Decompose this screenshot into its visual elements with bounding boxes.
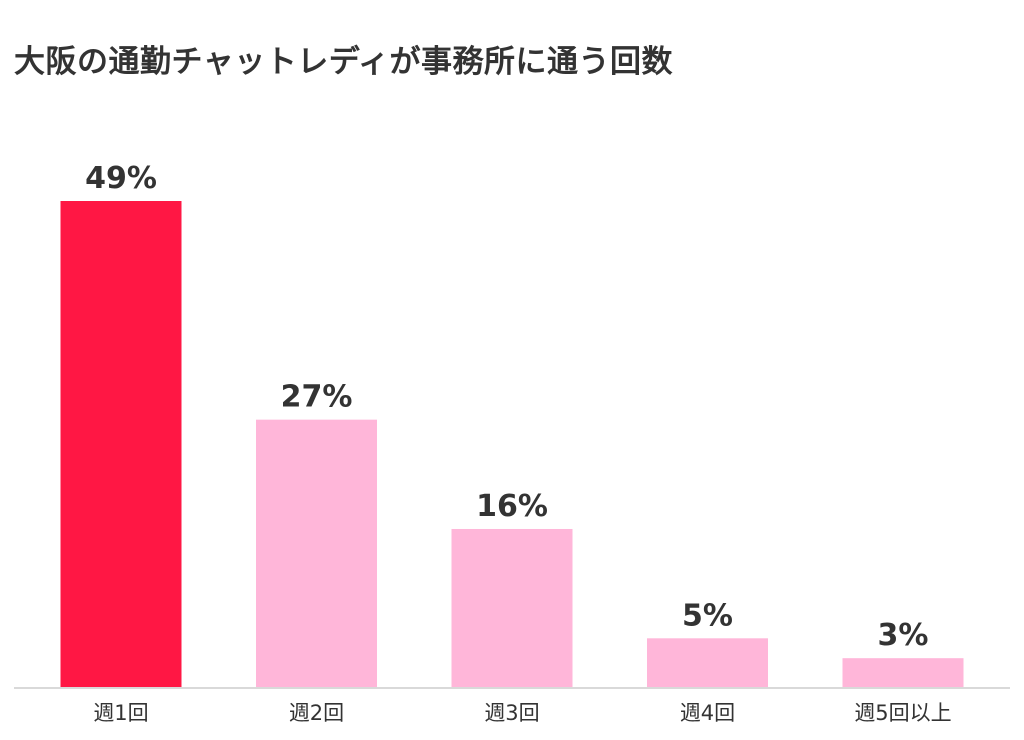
bar-3 <box>451 528 573 688</box>
bar-1 <box>60 201 182 688</box>
chart-title: 大阪の通勤チャットレディが事務所に通う回数 <box>14 44 674 80</box>
bar-2 <box>256 419 377 688</box>
bar-4 <box>647 638 768 688</box>
value-labels-group: 49% 27% 16% 5% 3% <box>85 161 928 653</box>
value-label-3: 16% <box>476 489 548 524</box>
bars-group <box>60 201 964 688</box>
category-label-3: 週3回 <box>484 701 539 725</box>
category-label-5: 週5回以上 <box>854 701 951 725</box>
value-label-4: 5% <box>682 598 733 633</box>
value-label-2: 27% <box>281 380 353 415</box>
category-label-2: 週2回 <box>289 701 344 725</box>
category-labels-group: 週1回 週2回 週3回 週4回 週5回以上 <box>93 701 951 725</box>
category-label-1: 週1回 <box>93 701 148 725</box>
category-label-4: 週4回 <box>680 701 735 725</box>
value-label-1: 49% <box>85 161 157 196</box>
value-label-5: 3% <box>878 618 929 653</box>
bar-5 <box>842 658 964 688</box>
